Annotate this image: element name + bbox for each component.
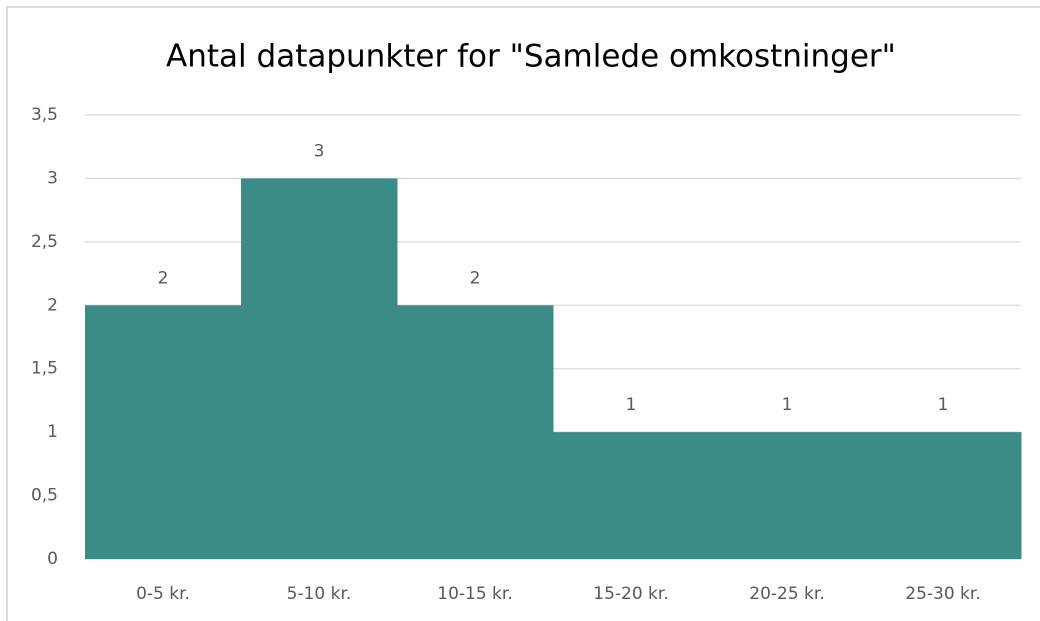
- bar: [865, 432, 1022, 559]
- data-label: 1: [626, 395, 637, 415]
- data-label: 3: [314, 141, 325, 161]
- x-tick-label: 0-5 kr.: [136, 584, 190, 604]
- x-tick-label: 5-10 kr.: [287, 584, 352, 604]
- bar: [85, 305, 242, 559]
- data-label: 2: [470, 268, 481, 288]
- y-tick-label: 3,5: [31, 105, 58, 125]
- y-tick-label: 1: [47, 422, 58, 442]
- x-tick-label: 15-20 kr.: [593, 584, 668, 604]
- y-tick-label: 2,5: [31, 232, 58, 252]
- bar: [241, 178, 398, 559]
- y-tick-label: 0,5: [31, 486, 58, 506]
- y-tick-label: 1,5: [31, 359, 58, 379]
- y-tick-label: 2: [47, 295, 58, 315]
- data-label: 2: [158, 268, 169, 288]
- data-label: 1: [782, 395, 793, 415]
- chart-title: Antal datapunkter for "Samlede omkostnin…: [166, 39, 896, 75]
- y-tick-label: 0: [47, 549, 58, 569]
- x-tick-label: 25-30 kr.: [905, 584, 980, 604]
- bar: [709, 432, 866, 559]
- x-tick-label: 20-25 kr.: [749, 584, 824, 604]
- chart-border: [6, 6, 1040, 621]
- bar: [397, 305, 554, 559]
- data-label: 1: [938, 395, 949, 415]
- y-tick-label: 3: [47, 168, 58, 188]
- x-tick-label: 10-15 kr.: [437, 584, 512, 604]
- bar: [553, 432, 710, 559]
